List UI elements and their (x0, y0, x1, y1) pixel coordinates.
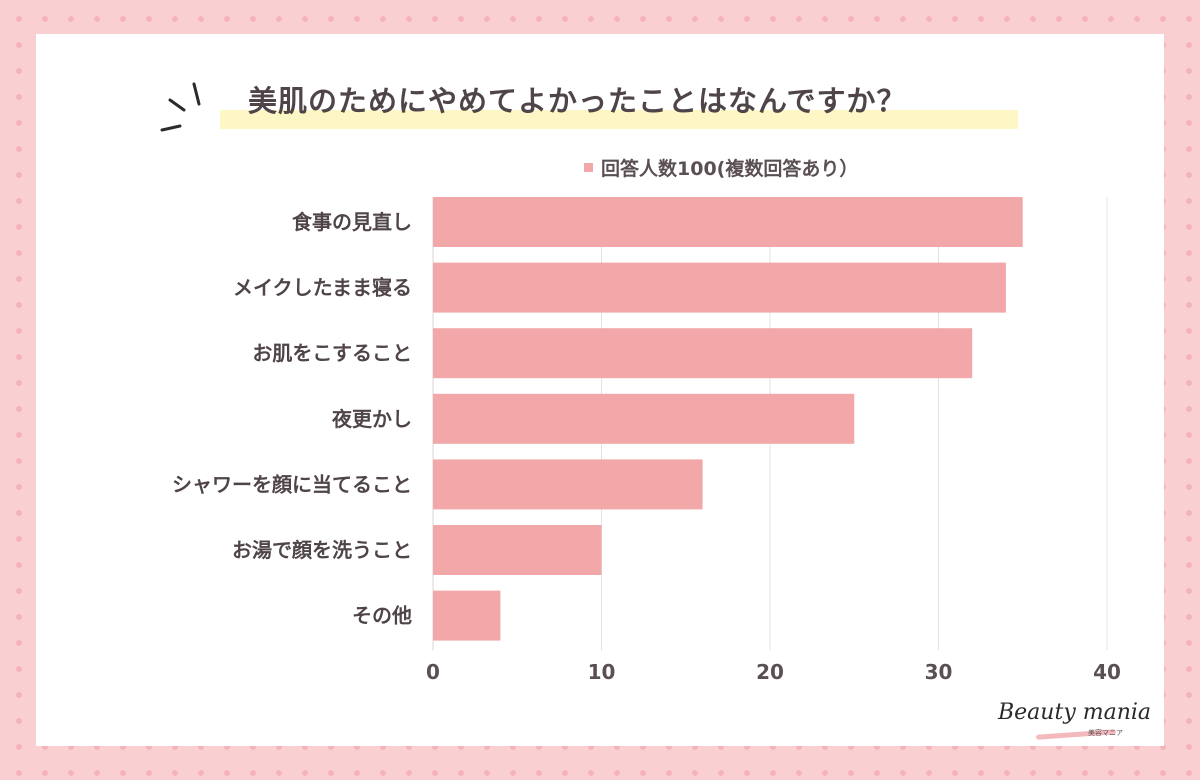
legend-swatch (584, 163, 593, 172)
bar (433, 328, 973, 379)
chart-card (36, 34, 1164, 746)
bar (433, 262, 1006, 313)
legend: 回答人数100(複数回答あり） (584, 154, 858, 181)
x-tick-label: 30 (925, 660, 953, 684)
x-tick-label: 0 (426, 660, 440, 684)
x-tick-label: 40 (1093, 660, 1121, 684)
category-label: 食事の見直し (292, 210, 412, 234)
category-label: シャワーを顔に当てること (172, 472, 412, 496)
category-label: お肌をこすること (252, 341, 412, 365)
logo-sub-text: 美容マニア (1088, 729, 1123, 737)
bar (433, 393, 855, 444)
accent-lines-icon (160, 82, 201, 132)
bar (433, 197, 1023, 247)
chart-title: 美肌のためにやめてよかったことはなんですか？ (248, 84, 907, 118)
bar (433, 459, 703, 510)
logo-main-text: Beauty mania (998, 700, 1152, 725)
category-label: その他 (352, 604, 412, 628)
category-label: 夜更かし (331, 407, 412, 431)
legend-label: 回答人数100(複数回答あり） (601, 158, 859, 180)
brand-logo: Beauty mania 美容マニア (996, 698, 1164, 746)
x-tick-label: 20 (756, 660, 784, 684)
x-tick-label: 10 (588, 660, 616, 684)
category-label: お湯で顔を洗うこと (232, 538, 412, 562)
bar (433, 525, 602, 575)
title-highlight (220, 110, 1018, 129)
bar (433, 590, 501, 641)
category-label: メイクしたまま寝る (233, 276, 412, 300)
